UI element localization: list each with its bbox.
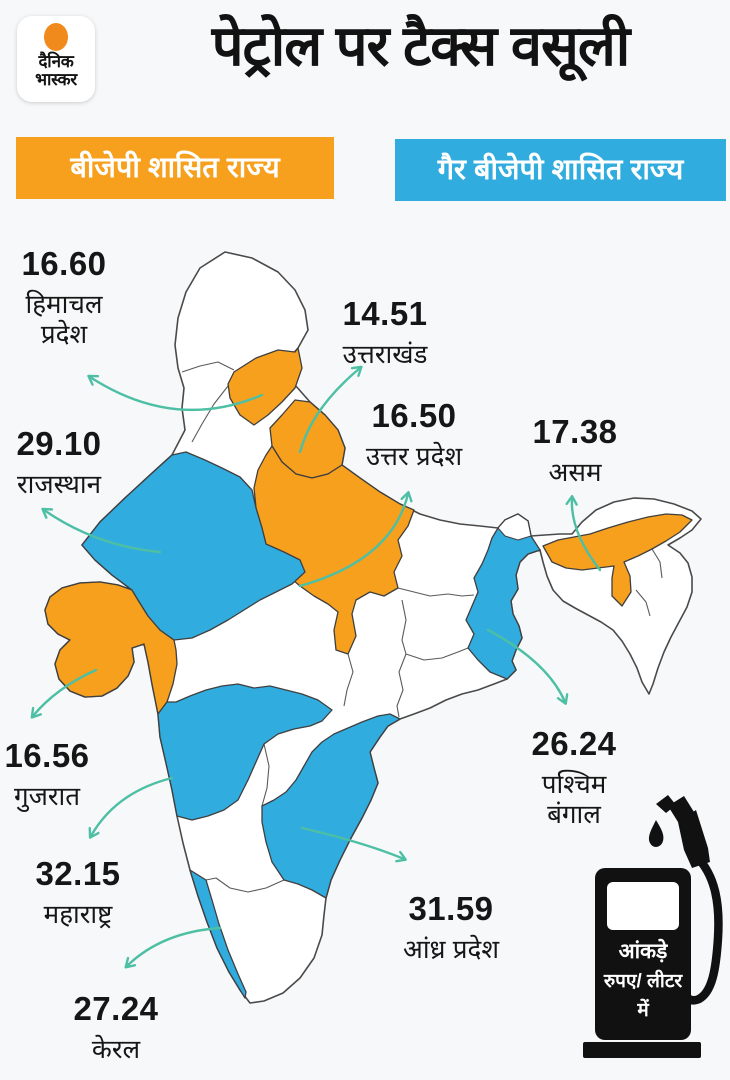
tax-value: 16.60 bbox=[21, 245, 107, 282]
tax-value: 29.10 bbox=[16, 425, 102, 462]
legend-non-bjp-label: गैर बीजेपी शासित राज्य bbox=[437, 154, 684, 186]
border-jammukashmir-south bbox=[181, 361, 235, 373]
pump-base bbox=[583, 1042, 701, 1058]
border-bihar-jharkhand bbox=[397, 587, 475, 597]
tax-value: 27.24 bbox=[73, 990, 159, 1027]
tax-value: 16.56 bbox=[4, 737, 90, 774]
state-name: आंध्र प्रदेश bbox=[402, 933, 500, 964]
arrow-kerala bbox=[124, 926, 222, 969]
border-telangana-karnataka bbox=[261, 743, 270, 807]
state-kerala bbox=[189, 869, 247, 999]
unit-note-line1: आंकड़े bbox=[618, 940, 668, 963]
state-himachal-pradesh bbox=[227, 347, 303, 426]
state-label-west-bengal: 26.24 पश्चिम बंगाल bbox=[524, 724, 624, 830]
petrol-pump-icon bbox=[583, 795, 723, 1058]
border-manipur-mizoram bbox=[635, 589, 651, 617]
state-label-assam: 17.38 असम bbox=[520, 412, 630, 487]
unit-note-line2: रुपए/ लीटर bbox=[603, 970, 683, 992]
arrow-rajasthan bbox=[41, 507, 162, 554]
border-jharkhand-odisha bbox=[405, 647, 469, 661]
state-label-uttarakhand: 14.51 उत्तराखंड bbox=[320, 294, 450, 369]
state-label-himachal: 16.60 हिमाचल प्रदेश bbox=[6, 244, 122, 350]
arrow-gujarat bbox=[30, 668, 98, 719]
page-title: पेट्रोल पर टैक्स वसूली bbox=[211, 14, 631, 77]
arrow-assam bbox=[565, 494, 602, 572]
tax-value: 26.24 bbox=[531, 725, 617, 762]
arrow-maharashtra bbox=[88, 776, 174, 839]
border-punjab-haryana bbox=[191, 385, 229, 443]
logo-sun-icon bbox=[44, 23, 68, 51]
state-name: उत्तराखंड bbox=[342, 338, 428, 369]
border-nagaland-manipur bbox=[651, 548, 663, 579]
state-name: हिमाचल प्रदेश bbox=[25, 288, 103, 350]
border-mp-chhattisgarh bbox=[343, 653, 354, 707]
unit-note: आंकड़े रुपए/ लीटर में bbox=[588, 936, 698, 1026]
logo-line2: भास्कर bbox=[35, 70, 77, 90]
state-andhra-pradesh bbox=[261, 713, 401, 899]
state-west-bengal bbox=[465, 513, 541, 680]
unit-note-line3: में bbox=[637, 999, 649, 1021]
state-rajasthan bbox=[81, 451, 306, 641]
tax-value: 14.51 bbox=[342, 295, 428, 332]
state-name: राजस्थान bbox=[16, 468, 102, 499]
logo-line1: दैनिक bbox=[38, 52, 74, 71]
state-name: महाराष्ट्र bbox=[43, 898, 113, 929]
state-name: गुजरात bbox=[13, 780, 81, 811]
callout-arrows bbox=[30, 365, 602, 969]
arrow-uttarakhand bbox=[298, 365, 363, 454]
state-label-uttar-pradesh: 16.50 उत्तर प्रदेश bbox=[341, 396, 487, 471]
arrow-andhra-pradesh bbox=[300, 826, 407, 863]
arrow-uttar-pradesh bbox=[298, 490, 413, 588]
state-sikkim bbox=[497, 513, 532, 541]
tax-value: 32.15 bbox=[35, 855, 121, 892]
pump-nozzle bbox=[656, 795, 710, 868]
state-label-rajasthan: 29.10 राजस्थान bbox=[0, 424, 118, 499]
dainik-bhaskar-logo: दैनिक भास्कर bbox=[17, 16, 95, 102]
state-label-gujarat: 16.56 गुजरात bbox=[0, 736, 94, 811]
arrow-himachal bbox=[87, 374, 264, 412]
tax-value: 17.38 bbox=[532, 413, 618, 450]
border-odisha-chhattisgarh bbox=[396, 653, 407, 718]
state-name: उत्तर प्रदेश bbox=[365, 440, 463, 471]
tax-value: 31.59 bbox=[408, 890, 494, 927]
fuel-drop-icon bbox=[648, 820, 664, 847]
tax-value: 16.50 bbox=[371, 397, 457, 434]
state-name: पश्चिम बंगाल bbox=[541, 768, 607, 830]
state-gujarat bbox=[44, 581, 178, 715]
state-maharashtra bbox=[157, 683, 333, 821]
legend-bjp-states: बीजेपी शासित राज्य bbox=[16, 137, 334, 199]
state-name: असम bbox=[548, 456, 602, 487]
state-name: केरल bbox=[91, 1033, 141, 1064]
pump-window bbox=[607, 882, 679, 930]
border-jharkhand-chhattisgarh bbox=[401, 599, 407, 655]
legend-bjp-label: बीजेपी शासित राज्य bbox=[70, 152, 280, 184]
arrow-west-bengal bbox=[486, 628, 569, 705]
internal-state-borders bbox=[181, 361, 663, 893]
legend-non-bjp-states: गैर बीजेपी शासित राज्य bbox=[395, 139, 726, 201]
state-label-maharashtra: 32.15 महाराष्ट्र bbox=[20, 854, 136, 929]
non-bjp-states bbox=[81, 451, 541, 999]
state-label-andhra-pradesh: 31.59 आंध्र प्रदेश bbox=[381, 889, 521, 964]
border-karnataka-tamilnadu bbox=[205, 877, 285, 893]
state-label-kerala: 27.24 केरल bbox=[58, 989, 174, 1064]
